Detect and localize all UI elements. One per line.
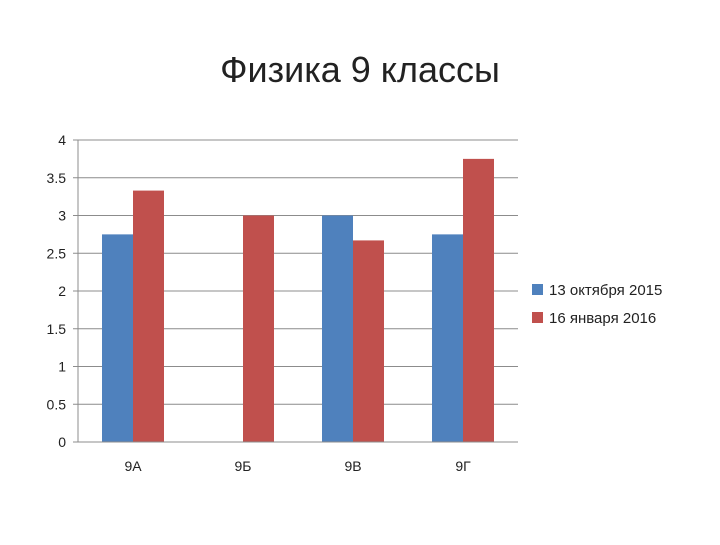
x-tick-label: 9В: [344, 458, 361, 474]
bar-oct-2015: [102, 234, 133, 442]
y-tick-label: 2: [58, 283, 66, 299]
y-tick-label: 3: [58, 208, 66, 224]
legend-label: 16 января 2016: [549, 310, 656, 327]
bar-jan-2016: [243, 215, 274, 442]
bars: [102, 158, 494, 442]
bar-jan-2016: [353, 240, 384, 442]
bar-oct-2015: [322, 215, 353, 442]
y-tick-label: 1: [58, 359, 66, 375]
axes: 0 0.5 1 1.5 2 2.5 3 3.5 4 9А 9Б 9В 9Г: [47, 132, 518, 474]
bar-jan-2016: [133, 190, 164, 442]
legend-swatch: [532, 284, 543, 295]
y-tick-label: 3.5: [47, 170, 67, 186]
legend-swatch: [532, 312, 543, 323]
x-tick-label: 9Г: [455, 458, 471, 474]
x-tick-label: 9Б: [235, 458, 252, 474]
legend: 13 октября 2015 16 января 2016: [532, 282, 662, 327]
bar-jan-2016: [463, 158, 494, 442]
y-tick-label: 0.5: [47, 396, 67, 412]
chart-title: Физика 9 классы: [220, 49, 500, 90]
x-tick-label: 9А: [124, 458, 142, 474]
y-tick-label: 1.5: [47, 321, 67, 337]
bar-oct-2015: [432, 234, 463, 442]
y-tick-label: 4: [58, 132, 66, 148]
legend-label: 13 октября 2015: [549, 282, 662, 299]
y-tick-label: 2.5: [47, 245, 67, 261]
y-tick-label: 0: [58, 434, 66, 450]
